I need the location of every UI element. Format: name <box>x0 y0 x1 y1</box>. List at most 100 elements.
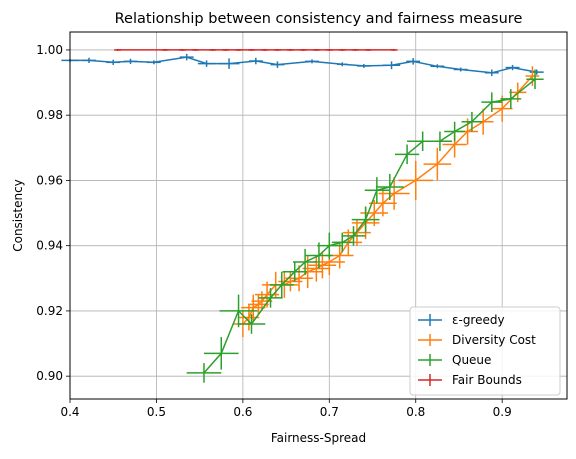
legend-label: Fair Bounds <box>452 373 522 387</box>
data-point-queue <box>203 337 239 370</box>
data-point-queue <box>317 232 342 259</box>
data-point-diversity-cost <box>398 160 434 201</box>
data-point-queue <box>375 173 404 201</box>
data-point-queue <box>461 111 483 132</box>
data-point-queue <box>351 206 380 233</box>
data-point-epsilon-greedy <box>197 60 216 67</box>
x-tick-label: 0.9 <box>493 405 512 419</box>
data-point-fair-bounds <box>261 48 268 51</box>
data-point-queue <box>258 288 283 308</box>
y-tick-label: 0.92 <box>36 304 63 318</box>
data-point-diversity-cost <box>378 177 410 210</box>
data-layer <box>61 48 544 383</box>
data-point-queue <box>237 314 266 334</box>
data-point-epsilon-greedy <box>382 61 401 70</box>
data-point-fair-bounds <box>325 48 333 51</box>
series-queue <box>186 69 544 383</box>
legend-label: ε-greedy <box>452 313 505 327</box>
legend-label: Diversity Cost <box>452 333 536 347</box>
data-point-fair-bounds <box>273 48 281 51</box>
data-point-epsilon-greedy <box>305 59 319 64</box>
y-tick-label: 0.90 <box>36 369 63 383</box>
data-point-epsilon-greedy <box>406 58 421 65</box>
data-point-fair-bounds <box>209 48 217 51</box>
legend-item-queue: Queue <box>418 353 491 367</box>
data-point-fair-bounds <box>364 48 372 51</box>
data-point-queue <box>282 261 307 282</box>
data-point-epsilon-greedy <box>123 58 138 64</box>
data-point-queue <box>427 131 453 152</box>
data-point-fair-bounds <box>191 48 199 51</box>
data-point-epsilon-greedy <box>484 69 499 77</box>
series-fair-bounds <box>114 48 398 51</box>
series-line-epsilon-greedy <box>70 56 537 74</box>
series-epsilon-greedy <box>61 53 544 77</box>
data-point-diversity-cost <box>308 252 337 279</box>
plot-frame <box>69 31 568 400</box>
data-point-diversity-cost <box>369 190 397 217</box>
legend: ε-greedy Diversity Cost Queue Fair Bounds <box>409 306 561 396</box>
data-point-fair-bounds <box>338 48 346 51</box>
data-point-epsilon-greedy <box>146 60 161 65</box>
tick-layer: 0.4 0.5 0.6 0.7 0.8 0.9 0.90 0.92 0.94 0.96 0.98 1.… <box>36 43 511 419</box>
data-point-epsilon-greedy <box>430 64 445 69</box>
data-point-queue <box>500 89 522 109</box>
data-point-fair-bounds <box>351 48 359 51</box>
series-diversity-cost <box>232 66 540 338</box>
data-point-queue <box>394 144 420 165</box>
y-tick-label: 0.98 <box>36 108 63 122</box>
x-tick-label: 0.6 <box>233 405 252 419</box>
data-point-fair-bounds <box>390 48 398 51</box>
x-tick-label: 0.5 <box>147 405 166 419</box>
legend-label: Queue <box>452 353 491 367</box>
y-tick-label: 1.00 <box>36 43 63 57</box>
series-line-diversity-cost <box>242 75 533 325</box>
x-tick-label: 0.8 <box>406 405 425 419</box>
data-point-queue <box>219 294 258 328</box>
data-point-fair-bounds <box>235 48 243 51</box>
data-point-fair-bounds <box>299 48 307 51</box>
data-point-queue <box>481 92 503 112</box>
data-point-queue <box>526 69 544 90</box>
data-point-fair-bounds <box>222 48 230 51</box>
legend-item-fair-bounds: Fair Bounds <box>418 373 522 387</box>
data-point-diversity-cost <box>302 255 331 282</box>
y-tick-label: 0.94 <box>36 239 63 253</box>
data-point-diversity-cost <box>525 66 540 86</box>
data-point-epsilon-greedy <box>106 59 121 65</box>
data-point-fair-bounds <box>286 48 294 51</box>
data-point-epsilon-greedy <box>218 58 240 69</box>
data-point-fair-bounds <box>178 48 186 51</box>
data-point-queue <box>341 226 366 246</box>
data-point-epsilon-greedy <box>453 67 468 72</box>
data-point-queue <box>444 121 466 142</box>
y-tick-label: 0.96 <box>36 173 63 187</box>
x-tick-label: 0.4 <box>60 405 79 419</box>
legend-box <box>409 306 561 396</box>
data-point-queue <box>364 177 389 204</box>
data-point-epsilon-greedy <box>505 64 520 71</box>
chart-title: Relationship between consistency and fai… <box>115 11 523 27</box>
data-point-epsilon-greedy <box>248 57 263 65</box>
data-point-epsilon-greedy <box>270 61 285 68</box>
data-point-queue <box>305 242 333 269</box>
data-point-queue <box>269 271 294 298</box>
x-tick-label: 0.7 <box>320 405 339 419</box>
legend-item-diversity-cost: Diversity Cost <box>418 333 536 347</box>
data-point-fair-bounds <box>161 48 169 51</box>
data-point-queue <box>186 363 222 383</box>
data-point-epsilon-greedy <box>82 57 96 63</box>
y-axis-title: Consistency <box>11 179 25 252</box>
data-point-epsilon-greedy <box>337 62 348 67</box>
data-point-epsilon-greedy <box>179 53 194 61</box>
data-point-epsilon-greedy <box>356 63 371 68</box>
data-point-fair-bounds <box>312 48 320 51</box>
data-point-fair-bounds <box>114 48 121 51</box>
data-point-queue <box>293 248 318 276</box>
x-axis-title: Fairness-Spread <box>271 431 366 445</box>
data-point-fair-bounds <box>248 48 255 51</box>
legend-item-epsilon-greedy: ε-greedy <box>418 313 505 327</box>
data-point-diversity-cost <box>423 147 452 181</box>
